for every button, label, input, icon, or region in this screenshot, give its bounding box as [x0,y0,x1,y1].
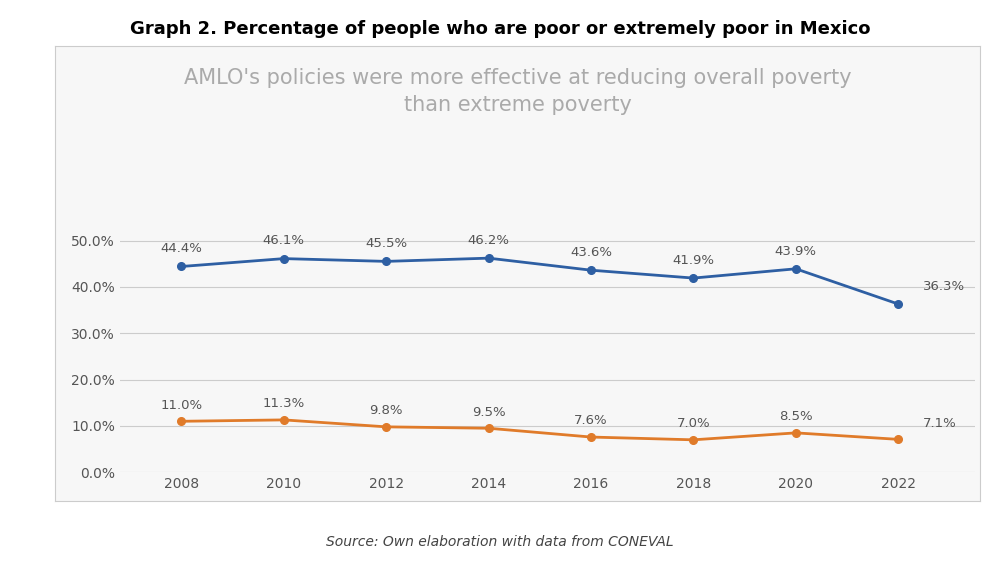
Text: 46.1%: 46.1% [263,234,305,248]
Poverty [278,255,290,262]
Text: 44.4%: 44.4% [160,242,202,255]
Extreme Poverty [278,417,290,423]
Poverty [585,267,597,274]
Text: 41.9%: 41.9% [672,254,714,267]
Poverty [483,255,495,262]
Poverty [380,258,392,265]
Extreme Poverty [892,436,904,443]
Text: 9.8%: 9.8% [369,404,403,417]
Text: AMLO's policies were more effective at reducing overall poverty
than extreme pov: AMLO's policies were more effective at r… [184,68,851,115]
Extreme Poverty [687,436,699,443]
Legend: Poverty, Extreme Poverty: Poverty, Extreme Poverty [369,294,666,321]
Extreme Poverty [790,430,802,436]
Text: 43.6%: 43.6% [570,246,612,259]
Poverty [687,275,699,282]
Extreme Poverty [380,423,392,430]
Text: 7.6%: 7.6% [574,414,608,427]
Text: 7.0%: 7.0% [677,417,710,430]
Poverty [790,265,802,272]
Text: Graph 2. Percentage of people who are poor or extremely poor in Mexico: Graph 2. Percentage of people who are po… [130,20,870,38]
Extreme Poverty [483,425,495,432]
Text: 11.3%: 11.3% [263,397,305,410]
Text: 45.5%: 45.5% [365,237,407,250]
Text: 46.2%: 46.2% [468,234,510,247]
Extreme Poverty [585,434,597,440]
Line: Extreme Poverty: Extreme Poverty [178,416,902,444]
Text: 36.3%: 36.3% [923,280,965,293]
Text: 9.5%: 9.5% [472,406,505,419]
Text: 11.0%: 11.0% [160,398,202,411]
Text: 8.5%: 8.5% [779,410,813,423]
Text: Source: Own elaboration with data from CONEVAL: Source: Own elaboration with data from C… [326,535,674,549]
Line: Poverty: Poverty [178,254,902,308]
Poverty [892,300,904,307]
Text: 43.9%: 43.9% [775,245,817,258]
Poverty [175,263,187,270]
Extreme Poverty [175,418,187,424]
Text: 7.1%: 7.1% [923,417,957,430]
